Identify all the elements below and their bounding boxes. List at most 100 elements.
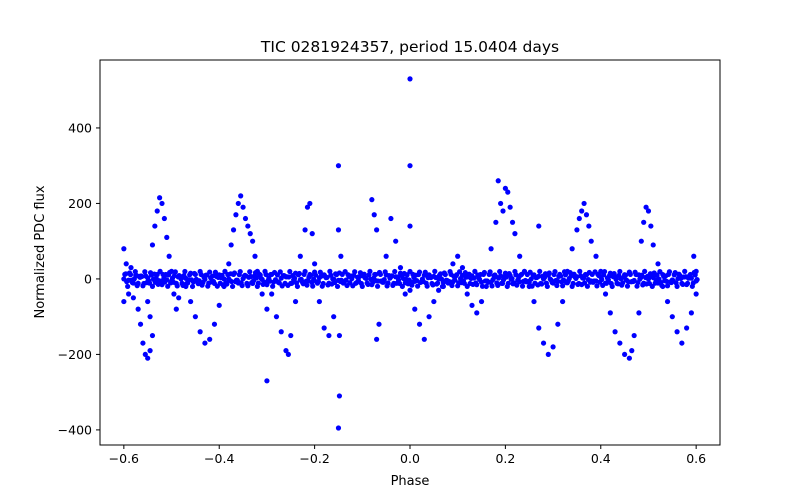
data-point: [569, 246, 575, 252]
data-point: [528, 276, 534, 282]
data-point: [502, 270, 508, 276]
data-point: [240, 204, 246, 210]
data-point: [426, 314, 432, 320]
data-point: [369, 197, 375, 203]
y-tick-label: −400: [58, 422, 92, 437]
data-point: [145, 355, 151, 361]
data-point: [308, 272, 314, 278]
data-point: [147, 348, 153, 354]
data-point: [641, 219, 647, 225]
data-point: [564, 268, 570, 274]
data-point: [416, 321, 423, 327]
data-point: [507, 204, 513, 210]
data-point: [304, 204, 311, 210]
data-point: [613, 276, 619, 282]
data-point: [374, 336, 380, 342]
data-point: [331, 314, 337, 320]
data-point: [233, 212, 239, 218]
data-point: [495, 282, 501, 289]
x-axis-label: Phase: [391, 474, 430, 489]
data-point: [242, 215, 249, 222]
data-point: [302, 268, 308, 275]
data-point: [171, 291, 177, 297]
data-point: [639, 272, 645, 278]
data-point: [202, 276, 208, 282]
data-point: [371, 212, 377, 218]
data-point: [457, 269, 463, 275]
data-point: [202, 340, 208, 346]
data-point: [229, 283, 236, 290]
data-point: [545, 351, 551, 358]
data-point: [165, 283, 171, 289]
data-point: [497, 268, 503, 275]
data-point: [693, 268, 699, 274]
data-point: [235, 200, 241, 207]
data-point: [487, 269, 493, 275]
data-point: [292, 298, 299, 305]
data-point: [335, 425, 342, 431]
y-tick-label: −200: [58, 347, 92, 362]
data-point: [412, 306, 418, 312]
data-point: [273, 314, 280, 320]
data-point: [166, 253, 172, 259]
data-point: [574, 227, 580, 233]
data-point: [642, 268, 648, 275]
data-point: [178, 276, 184, 282]
data-point: [324, 274, 330, 281]
data-point: [373, 271, 379, 278]
data-point: [622, 272, 629, 278]
data-point: [495, 178, 501, 184]
data-point: [309, 231, 315, 237]
data-point: [312, 272, 319, 278]
data-point: [555, 321, 561, 327]
data-point: [409, 282, 415, 288]
data-point: [624, 283, 631, 289]
data-point: [231, 270, 238, 276]
data-point: [550, 344, 556, 350]
data-point: [577, 268, 583, 274]
data-point: [660, 283, 666, 290]
data-point: [139, 273, 145, 280]
data-point: [154, 208, 160, 214]
data-point: [270, 283, 276, 289]
data-point: [277, 269, 283, 275]
data-point: [388, 215, 394, 222]
data-point: [674, 329, 680, 335]
data-point: [307, 200, 313, 207]
data-point: [183, 283, 189, 290]
data-point: [285, 351, 291, 358]
data-point: [536, 273, 542, 279]
data-point: [407, 163, 413, 169]
data-point: [629, 348, 635, 354]
data-point: [455, 253, 461, 259]
data-point: [602, 291, 609, 297]
data-point: [128, 265, 134, 271]
data-point: [157, 195, 163, 201]
data-point: [397, 265, 404, 271]
data-point: [135, 306, 141, 312]
data-point: [302, 227, 308, 233]
data-point: [383, 253, 389, 259]
data-point: [469, 302, 475, 308]
data-point: [682, 268, 688, 274]
data-point: [607, 270, 613, 276]
data-point: [245, 283, 251, 289]
x-tick-label: −0.2: [299, 451, 329, 466]
data-point: [517, 279, 523, 285]
data-point: [415, 283, 421, 289]
data-points: [121, 76, 700, 431]
data-point: [555, 278, 561, 284]
data-point: [304, 282, 310, 288]
data-point: [247, 269, 253, 275]
data-point: [583, 212, 590, 218]
data-point: [228, 242, 234, 248]
x-tick-label: 0.0: [400, 451, 420, 466]
data-point: [631, 332, 637, 339]
data-point: [601, 268, 608, 275]
data-point: [168, 268, 175, 274]
data-point: [335, 227, 342, 233]
data-point: [133, 272, 139, 278]
data-point: [488, 246, 494, 252]
